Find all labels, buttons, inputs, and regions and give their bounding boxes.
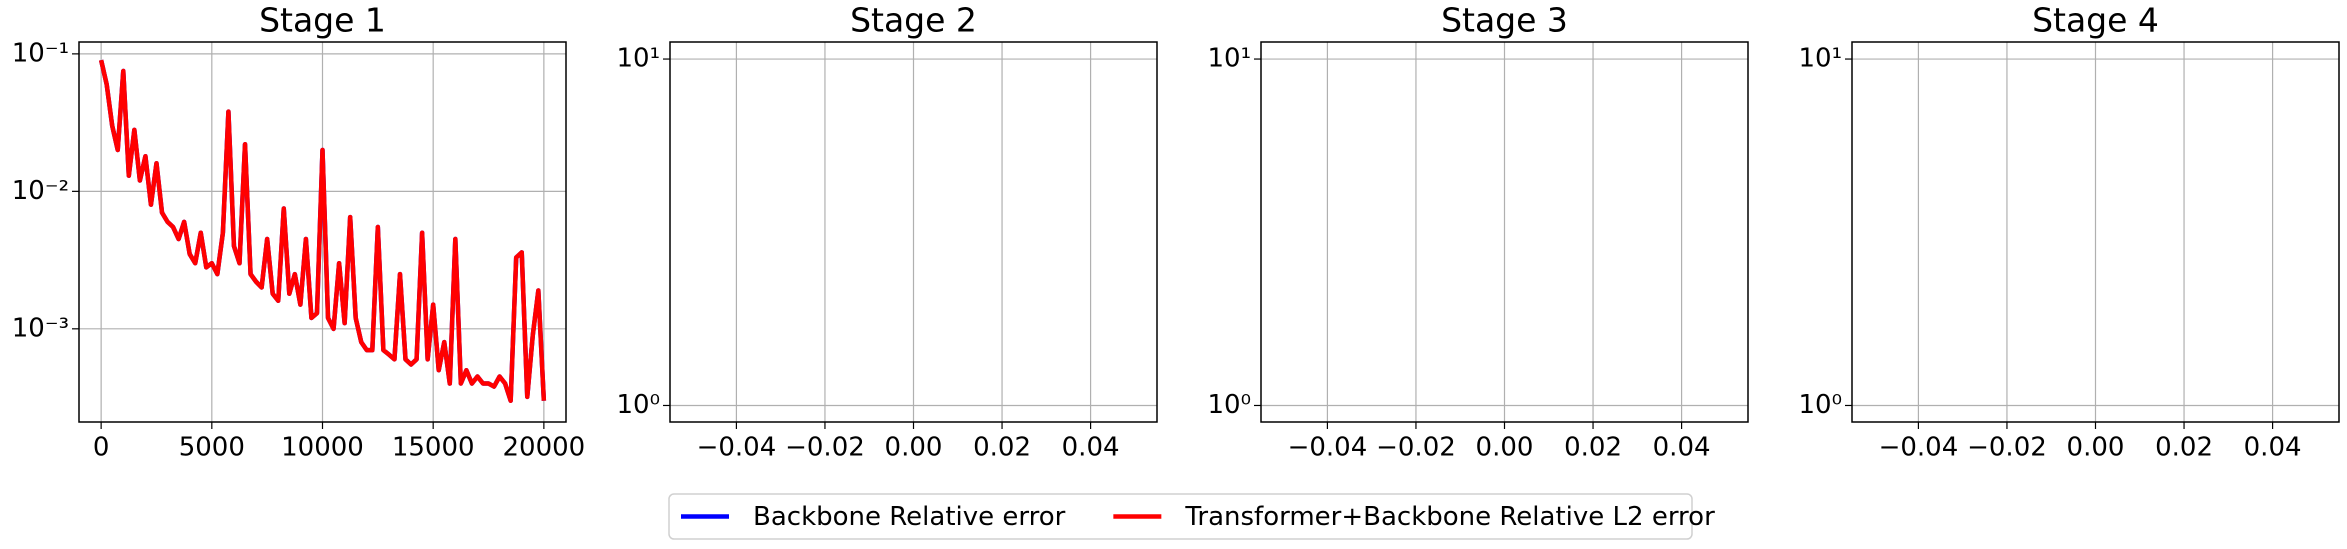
x-tick-label: 0.04 [2244, 433, 2302, 463]
x-tick-label: 5000 [179, 433, 245, 463]
y-tick-label: 10⁻² [12, 176, 69, 206]
x-tick-label: −0.04 [1879, 433, 1959, 463]
chart-title: Stage 2 [850, 1, 977, 40]
legend-label: Backbone Relative error [753, 502, 1066, 532]
axes-frame [1260, 41, 1749, 423]
x-tick-label: 0.02 [1564, 433, 1622, 463]
chart-title: Stage 3 [1441, 1, 1568, 40]
x-tick-label: 0.02 [973, 433, 1031, 463]
y-tick-label: 10¹ [1798, 44, 1842, 74]
y-tick-label: 10¹ [616, 44, 660, 74]
x-tick-label: −0.02 [1967, 433, 2047, 463]
y-tick-label: 10¹ [1207, 44, 1251, 74]
x-tick-label: −0.04 [1288, 433, 1368, 463]
y-tick-label: 10⁰ [1207, 390, 1251, 420]
axes-frame [669, 41, 1158, 423]
x-tick-label: 0.00 [885, 433, 943, 463]
legend-label: Transformer+Backbone Relative L2 error [1184, 502, 1715, 532]
data-line [98, 59, 547, 403]
y-tick-label: 10⁰ [1798, 390, 1842, 420]
y-tick-label: 10⁻¹ [12, 38, 69, 68]
x-tick-label: 0.00 [1476, 433, 1534, 463]
x-tick-label: −0.02 [785, 433, 865, 463]
x-tick-label: 10000 [281, 433, 364, 463]
y-tick-label: 10⁻³ [12, 313, 69, 343]
x-tick-label: 0.04 [1062, 433, 1120, 463]
x-tick-label: 0.04 [1653, 433, 1711, 463]
y-tick-label: 10⁰ [616, 390, 660, 420]
x-tick-label: 20000 [503, 433, 586, 463]
axes-frame [78, 41, 567, 423]
legend-box [668, 493, 1693, 540]
chart-title: Stage 4 [2032, 1, 2159, 40]
chart-title: Stage 1 [259, 1, 386, 40]
x-tick-label: 0.02 [2155, 433, 2213, 463]
axes-frame [1851, 41, 2340, 423]
x-tick-label: −0.02 [1376, 433, 1456, 463]
x-tick-label: −0.04 [697, 433, 777, 463]
x-tick-label: 0.00 [2067, 433, 2125, 463]
x-tick-label: 0 [93, 433, 110, 463]
x-tick-label: 15000 [392, 433, 475, 463]
